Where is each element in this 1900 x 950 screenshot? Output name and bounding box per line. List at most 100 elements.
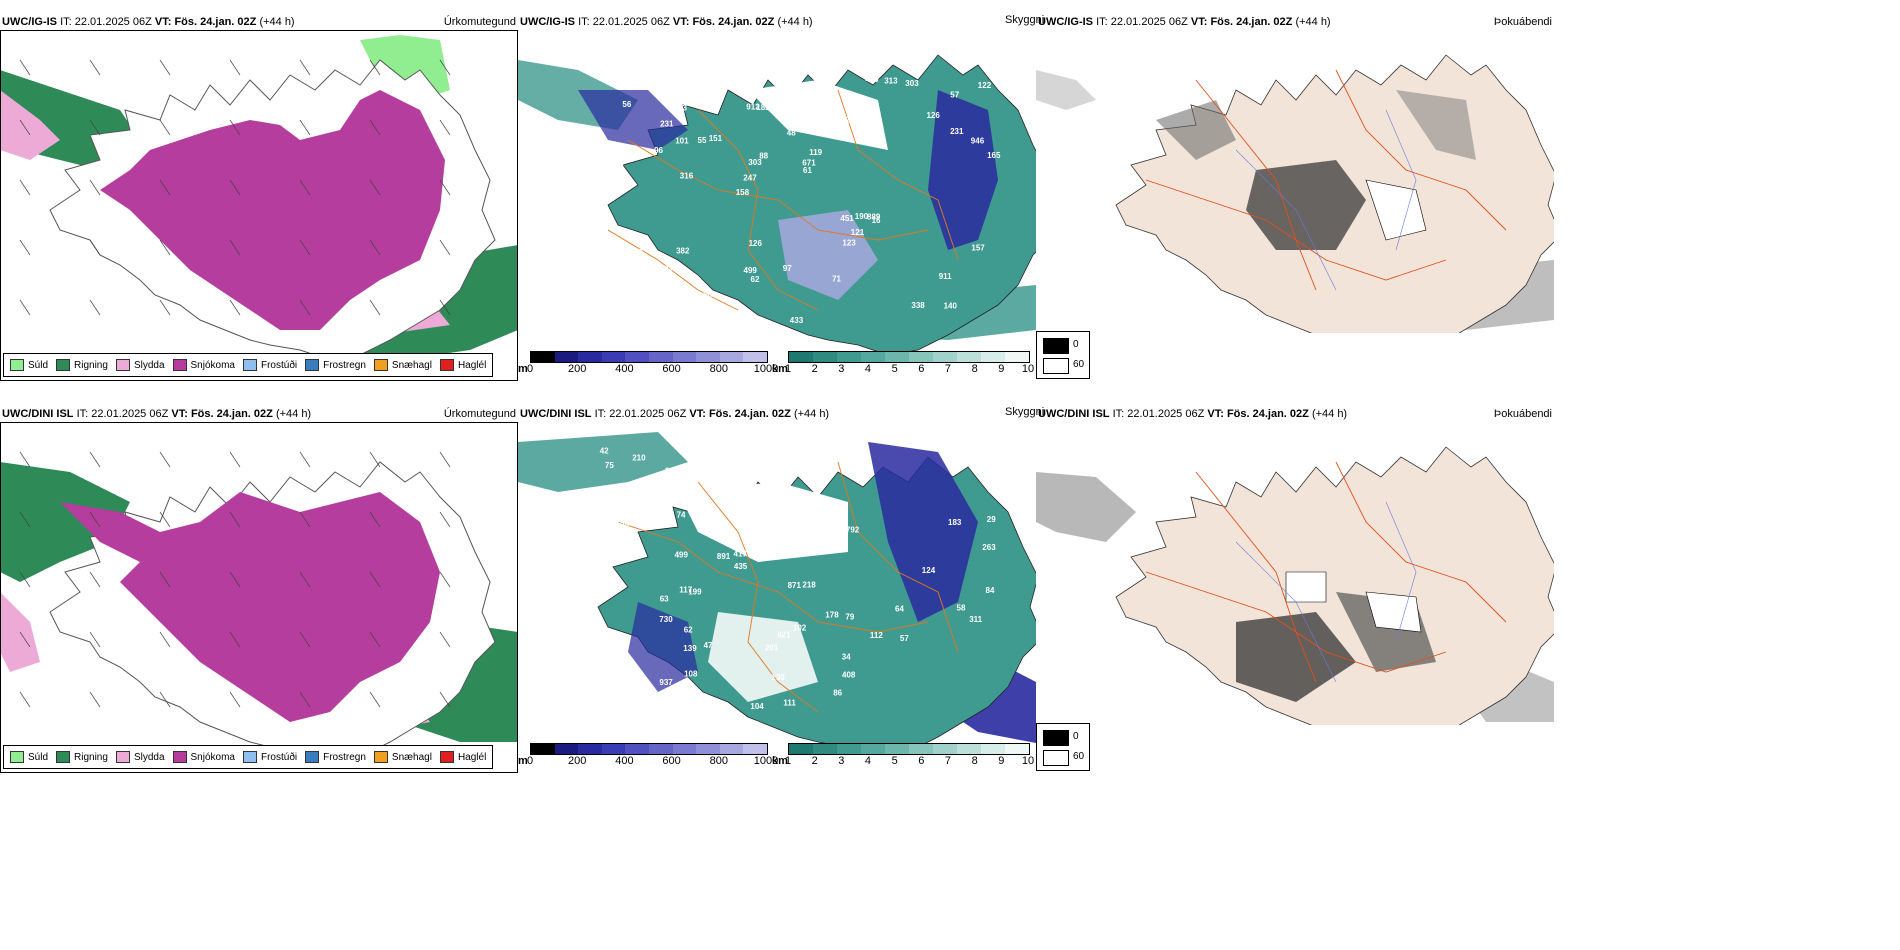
visibility-map: 75 42 75 35 29 34 140 47 99 112 139 218 84 730 821 891 2… [518,422,1036,743]
colorbar-tick: 1 [784,755,792,767]
colorbar-segment [957,744,981,754]
vt-value: Fös. 24.jan. 02Z [1226,408,1309,420]
precip-legend-item: Slydda [115,751,165,763]
colorbar-segment [981,744,1005,754]
panel-title: Þokuábendi [1493,408,1552,420]
visibility-value-label: 101 [675,137,689,146]
precip-legend-item: Snjókoma [172,751,235,763]
visibility-value-label: 139 [683,644,697,653]
colorbar-segment [885,744,909,754]
model-name: UWC/IG-IS [2,16,57,28]
visibility-value-label: 57 [950,91,959,100]
it-label: IT: [60,16,72,28]
fog-panel-row1: UWC/IG-IS IT: 22.01.2025 06Z VT: Fös. 24… [1036,14,1554,381]
colorbar-tick: 7 [944,363,952,375]
precip-legend-item: Frostregn [305,751,366,763]
colorbar-segment [672,352,697,362]
visibility-value-label: 190 [855,212,869,221]
visibility-value-label: 56 [622,100,631,109]
visibility-value-label: 263 [604,307,618,316]
visibility-value-label: 871 [788,581,802,590]
colorbar-segment [861,744,885,754]
visibility-value-label: 66 [599,277,608,286]
colorbar-segment [1005,744,1029,754]
colorbar-segment [601,352,626,362]
colorbar-tick: 7 [944,755,952,767]
it-value: 22.01.2025 06Z [1127,408,1205,420]
vt-value: Fös. 24.jan. 02Z [692,16,775,28]
panel-header: UWC/DINI ISL IT: 22.01.2025 06Z VT: Fös.… [518,406,1036,422]
visibility-value-label: 311 [969,615,982,624]
visibility-value-label: 262 [749,516,763,525]
visibility-value-label: 117 [679,586,692,595]
precip-legend-item: Frostúði [242,359,297,371]
legend-label: Súld [28,751,49,763]
colorbar-segment [696,352,720,362]
model-name: UWC/IG-IS [1038,16,1093,28]
colorbar-segment [789,352,813,362]
vt-value: Fös. 24.jan. 02Z [708,408,791,420]
colorbar-segment [648,744,673,754]
legend-swatch [10,359,24,371]
colorbar-tick: 800 [709,363,728,375]
colorbar-segment [909,744,933,754]
visibility-value-label: 47 [704,641,713,650]
visibility-value-label: 218 [802,580,816,589]
it-label: IT: [578,16,590,28]
visibility-value-label: 183 [948,518,962,527]
vt-label: VT: [171,408,188,420]
visibility-value-label: 55 [698,136,707,145]
visibility-value-label: 35 [964,460,973,469]
precip-legend: Súld Rigning Slydda Snjókoma Frostúði Frostre… [3,745,494,769]
visibility-value-label: 86 [833,688,842,697]
visibility-value-label: 140 [741,487,755,496]
colorbar-segment [813,744,837,754]
colorbar-tick: 0 [526,363,534,375]
colorbar-segment [531,352,555,362]
visibility-value-label: 937 [659,678,673,687]
model-name: UWC/DINI ISL [2,408,74,420]
visibility-value-label: 121 [851,228,865,237]
visibility-value-label: 338 [911,301,925,310]
colorbar-tick: 600 [662,755,681,767]
precip-legend-item: Slydda [115,359,165,371]
visibility-value-label: 263 [982,543,996,552]
visibility-value-label: 61 [803,166,812,175]
colorbar-segment [578,744,602,754]
fog-legend-label: 0 [1073,731,1079,742]
legend-swatch [373,359,388,371]
visibility-value-label: 151 [709,134,723,143]
visibility-value-label: 451 [840,214,854,223]
visibility-value-label: 143 [660,264,674,273]
colorbar-tick: 5 [891,363,898,375]
visibility-value-label: 408 [842,671,856,680]
legend-label: Snæhagl [391,751,432,763]
colorbar-tick: 6 [918,363,925,375]
visibility-value-label: 188 [629,248,643,257]
colorbar-tick: 3 [838,363,845,375]
colorbar-segment [743,744,767,754]
fog-legend-swatch [1043,358,1069,374]
colorbar-tick: 4 [864,363,872,375]
visibility-value-label: 912 [746,102,760,111]
panel-title: Úrkomutegund [443,408,516,420]
colorbar-segment [957,352,981,362]
visibility-value-label: 440 [865,75,879,84]
visibility-value-label: 792 [846,526,860,535]
visibility-value-label: 231 [660,119,674,128]
visibility-value-label: 97 [616,159,625,168]
visibility-value-label: 130 [771,673,785,682]
legend-label: Snjókoma [190,751,235,763]
legend-swatch [56,751,71,763]
colorbar-segment [909,352,933,362]
visibility-value-label: 112 [870,631,883,640]
visibility-value-label: 188 [677,699,691,708]
visibility-value-label: 34 [842,653,851,662]
it-label: IT: [76,408,89,420]
it-value: 22.01.2025 06Z [609,408,687,420]
precip-legend-item: Snjókoma [172,359,235,371]
visibility-value-label: 116 [636,320,649,329]
colorbar-segment [554,744,579,754]
legend-label: Haglél [457,359,487,371]
visibility-value-label: 122 [978,81,992,90]
